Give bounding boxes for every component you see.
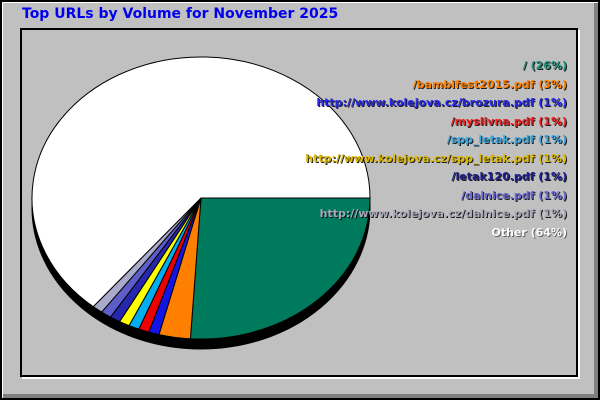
legend-item: Other (64%): [491, 225, 567, 239]
pie-slice: [189, 197, 371, 340]
legend-item: http://www.kolejova.cz/spp_letak.pdf (1%…: [305, 151, 567, 165]
chart-frame: [20, 28, 578, 377]
chart-title: Top URLs by Volume for November 2025: [22, 6, 339, 22]
pie-slices: [31, 56, 371, 350]
legend: / (26%) /bambifest2015.pdf (3%) http://www…: [305, 57, 567, 242]
legend-item: /letak120.pdf (1%): [451, 170, 567, 183]
legend-item: http://www.kolejova.cz/dalnice.pdf (1%): [319, 207, 567, 220]
legend-item: /dalnice.pdf (1%): [461, 188, 567, 202]
legend-item: http://www.kolejova.cz/brozura.pdf (1%): [316, 96, 567, 109]
legend-item: /myslivna.pdf (1%): [450, 114, 567, 128]
legend-item: / (26%): [522, 59, 567, 72]
legend-item: /spp_letak.pdf (1%): [446, 133, 567, 146]
pie-slice: [31, 56, 371, 308]
legend-item: /bambifest2015.pdf (3%): [412, 77, 567, 91]
